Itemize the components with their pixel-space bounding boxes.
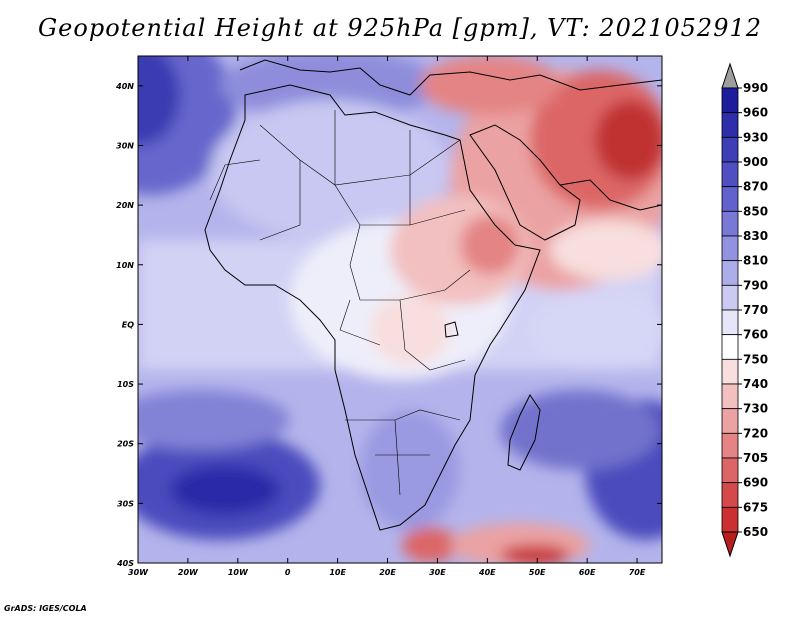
field-mediterranean bbox=[220, 56, 440, 120]
colorbar-swatch bbox=[721, 506, 739, 533]
chart-title: Geopotential Height at 925hPa [gpm], VT:… bbox=[38, 14, 762, 42]
y-tick-label: 30S bbox=[117, 499, 134, 508]
y-tick-label: 10N bbox=[116, 261, 134, 270]
colorbar-swatch bbox=[721, 235, 739, 262]
colorbar-swatch bbox=[721, 358, 739, 385]
colorbar-swatch bbox=[721, 383, 739, 410]
colorbar-swatch bbox=[721, 482, 739, 508]
field-southern-africa bbox=[360, 410, 460, 530]
field-arabian-sea bbox=[550, 220, 662, 280]
field-south-warm-1 bbox=[402, 527, 458, 563]
field-iran-core bbox=[595, 100, 662, 180]
colorbar-label: 770 bbox=[743, 303, 768, 317]
x-tick-label: 30E bbox=[429, 568, 446, 577]
colorbar-label: 930 bbox=[743, 130, 768, 144]
y-tick-label: 40S bbox=[116, 559, 134, 568]
field-south-atlantic-core bbox=[170, 465, 280, 515]
x-tick-label: 20W bbox=[178, 568, 199, 577]
colorbar-label: 810 bbox=[743, 254, 768, 268]
y-tick-label: 10S bbox=[117, 380, 134, 389]
field-south-atlantic-band bbox=[138, 390, 290, 450]
x-tick-label: 50E bbox=[529, 568, 546, 577]
colorbar: 990 960 930 900 870 850 830 810 790 770 760 750 740 7… bbox=[721, 62, 768, 558]
colorbar-label: 790 bbox=[743, 278, 768, 292]
x-tick-label: 10W bbox=[228, 568, 249, 577]
borders bbox=[209, 110, 471, 496]
field-sahara bbox=[210, 100, 450, 240]
axis-ticks: 30W 20W 10W 0 10E 20E 30E 40E 50E 60E 70E 40N 30N 20N… bbox=[115, 56, 662, 577]
colorbar-swatch bbox=[721, 112, 739, 138]
colorbar-swatch bbox=[721, 284, 739, 311]
x-tick-label: 60E bbox=[579, 568, 596, 577]
field-nw-atlantic-core bbox=[138, 56, 180, 145]
field-mascarene bbox=[530, 290, 662, 370]
colorbar-swatch bbox=[721, 161, 739, 188]
field-south-indian-band bbox=[500, 390, 660, 470]
colorbar-swatch bbox=[721, 186, 739, 212]
africa-coastline bbox=[204, 84, 541, 531]
colorbar-swatch bbox=[721, 432, 739, 459]
x-tick-label: 20E bbox=[379, 568, 396, 577]
colorbar-bottom-arrow bbox=[721, 531, 739, 558]
colorbar-swatch bbox=[721, 334, 739, 360]
europe-coastline bbox=[239, 59, 662, 96]
colorbar-label: 760 bbox=[743, 328, 768, 342]
y-tick-label: 20S bbox=[117, 440, 134, 449]
coastlines bbox=[204, 59, 662, 531]
colorbar-label: 750 bbox=[743, 352, 768, 366]
arabia-coastline bbox=[469, 124, 581, 241]
x-tick-label: 0 bbox=[285, 568, 291, 577]
x-tick-label: 30W bbox=[128, 568, 149, 577]
colorbar-swatch bbox=[721, 260, 739, 286]
field-anatolia bbox=[420, 56, 560, 115]
y-tick-label: 20N bbox=[116, 201, 134, 210]
colorbar-label: 900 bbox=[743, 155, 768, 169]
colorbar-label: 990 bbox=[743, 81, 768, 95]
y-tick-label: EQ bbox=[122, 320, 134, 329]
y-tick-label: 40N bbox=[115, 82, 134, 91]
y-tick-label: 30N bbox=[116, 141, 134, 150]
colorbar-swatch bbox=[721, 87, 739, 114]
persian-gulf-coastline bbox=[559, 179, 662, 211]
colorbar-label: 740 bbox=[743, 377, 768, 391]
field-ethiopia-core bbox=[460, 215, 520, 275]
colorbar-swatch bbox=[721, 408, 739, 434]
x-tick-label: 70E bbox=[629, 568, 646, 577]
madagascar-coastline bbox=[507, 394, 541, 471]
lake-victoria bbox=[444, 321, 459, 338]
height-field bbox=[138, 56, 662, 563]
colorbar-label: 690 bbox=[743, 476, 768, 490]
plot-frame bbox=[137, 55, 663, 564]
colorbar-label: 870 bbox=[743, 180, 768, 194]
colorbar-top-arrow bbox=[721, 62, 739, 89]
x-tick-label: 10E bbox=[329, 568, 346, 577]
colorbar-label: 730 bbox=[743, 402, 768, 416]
grads-credit: GrADS: IGES/COLA bbox=[4, 604, 87, 613]
colorbar-label: 960 bbox=[743, 106, 768, 120]
x-tick-label: 40E bbox=[478, 568, 496, 577]
colorbar-label: 650 bbox=[743, 525, 768, 539]
field-south-warm-2-core bbox=[500, 545, 570, 563]
colorbar-label: 830 bbox=[743, 229, 768, 243]
colorbar-label: 675 bbox=[743, 500, 768, 514]
colorbar-label: 850 bbox=[743, 204, 768, 218]
colorbar-swatch bbox=[721, 457, 739, 484]
colorbar-swatch bbox=[721, 210, 739, 237]
border-lines-south bbox=[345, 409, 461, 496]
field-congo bbox=[370, 295, 450, 365]
colorbar-label: 720 bbox=[743, 426, 768, 440]
colorbar-label: 705 bbox=[743, 451, 768, 465]
colorbar-swatch bbox=[721, 309, 739, 336]
border-lines-central bbox=[339, 224, 471, 371]
colorbar-swatch bbox=[721, 136, 739, 163]
